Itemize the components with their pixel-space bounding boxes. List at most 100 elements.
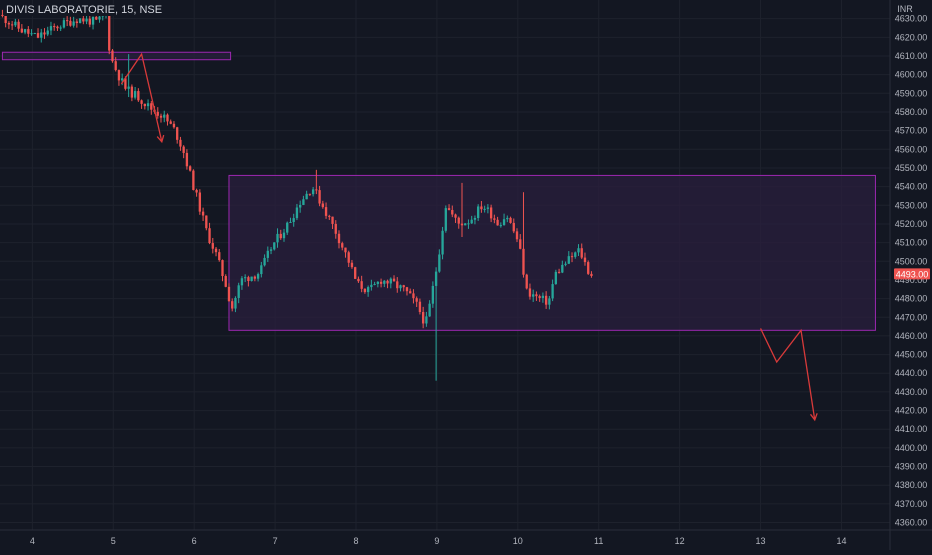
candle-body bbox=[506, 217, 509, 220]
candle-body bbox=[541, 295, 545, 299]
price-tick-label: 4420.00 bbox=[895, 406, 928, 416]
candle-body bbox=[69, 20, 72, 26]
candle-body bbox=[172, 123, 176, 128]
price-tick-label: 4410.00 bbox=[895, 424, 928, 434]
candle-body bbox=[331, 216, 334, 224]
candle-body bbox=[40, 32, 43, 38]
candle-body bbox=[192, 170, 195, 190]
candle-body bbox=[305, 193, 308, 200]
candle-body bbox=[480, 206, 483, 210]
candle-body bbox=[425, 316, 428, 324]
candle-body bbox=[23, 29, 27, 33]
price-tick-label: 4450.00 bbox=[895, 350, 928, 360]
candle-body bbox=[337, 233, 341, 244]
candle-body bbox=[72, 21, 75, 26]
candle-body bbox=[486, 207, 490, 209]
candle-body bbox=[554, 271, 558, 285]
candle-body bbox=[95, 16, 98, 20]
price-tick-label: 4590.00 bbox=[895, 88, 928, 98]
candle-body bbox=[438, 254, 441, 272]
candle-body bbox=[111, 50, 114, 62]
candle-body bbox=[279, 233, 282, 239]
candle-body bbox=[574, 252, 577, 257]
last-price-label: 4493.00 bbox=[894, 268, 930, 280]
candle-body bbox=[379, 281, 383, 284]
price-tick-label: 4440.00 bbox=[895, 368, 928, 378]
candle-body bbox=[376, 281, 380, 284]
range-box bbox=[1, 51, 232, 61]
candle-body bbox=[163, 114, 166, 118]
arrow-head bbox=[809, 413, 818, 422]
candle-body bbox=[114, 61, 117, 71]
candle-body bbox=[156, 111, 159, 116]
time-tick-label: 6 bbox=[192, 536, 197, 546]
candle-body bbox=[431, 285, 435, 304]
price-axis[interactable]: 4630.00 4620.00 4610.00 4600.00 4590.00 4580.… bbox=[889, 0, 928, 550]
time-tick-label: 5 bbox=[111, 536, 116, 546]
candle-body bbox=[386, 280, 389, 284]
candle-body bbox=[525, 274, 528, 289]
candle-body bbox=[551, 284, 554, 299]
candle-body bbox=[221, 260, 224, 277]
candle-body bbox=[218, 252, 221, 261]
candle-body bbox=[509, 217, 512, 223]
candle-body bbox=[46, 30, 49, 35]
candle-body bbox=[240, 278, 244, 286]
candle-body bbox=[205, 215, 208, 229]
candle-body bbox=[564, 263, 567, 265]
candle-body bbox=[383, 280, 386, 284]
candle-body bbox=[108, 8, 111, 51]
price-tick-label: 4460.00 bbox=[895, 331, 928, 341]
price-tick-label: 4430.00 bbox=[895, 387, 928, 397]
candle-body bbox=[282, 232, 286, 239]
range-boxes bbox=[1, 51, 876, 331]
candle-body bbox=[535, 294, 538, 297]
candle-body bbox=[557, 271, 561, 273]
candle-body bbox=[444, 208, 447, 231]
candle-body bbox=[182, 146, 185, 153]
candle-body bbox=[4, 15, 7, 24]
candle-body bbox=[334, 223, 337, 234]
candle-body bbox=[150, 103, 153, 110]
candle-body bbox=[56, 26, 59, 29]
candle-body bbox=[464, 223, 467, 226]
price-tick-label: 4570.00 bbox=[895, 126, 928, 136]
candle-body bbox=[78, 18, 82, 24]
candle-body bbox=[396, 281, 399, 289]
candle-body bbox=[441, 230, 444, 255]
candle-body bbox=[360, 281, 363, 289]
price-tick-label: 4530.00 bbox=[895, 200, 928, 210]
candle-body bbox=[311, 189, 315, 195]
candle-body bbox=[88, 18, 91, 25]
time-axis[interactable]: 4 5 6 7 8 9 10 11 12 13 14 bbox=[0, 529, 932, 546]
candle-body bbox=[36, 33, 40, 38]
candle-body bbox=[421, 312, 425, 324]
candle-body bbox=[570, 256, 574, 258]
candle-body bbox=[124, 78, 127, 89]
candle-body bbox=[7, 23, 11, 25]
candle-body bbox=[188, 166, 192, 171]
candle-body bbox=[363, 288, 367, 293]
candle-body bbox=[247, 277, 250, 282]
candle-body bbox=[302, 199, 305, 205]
time-tick-label: 9 bbox=[434, 536, 439, 546]
candle-body bbox=[250, 276, 253, 282]
candle-body bbox=[91, 16, 95, 25]
candle-body bbox=[299, 204, 302, 208]
candle-body bbox=[59, 27, 62, 29]
time-tick-label: 11 bbox=[594, 536, 603, 546]
candle-body bbox=[121, 78, 124, 81]
candle-body bbox=[532, 294, 535, 297]
candle-body bbox=[224, 276, 227, 287]
candle-body bbox=[140, 100, 143, 104]
candle-body bbox=[483, 208, 486, 210]
time-tick-label: 10 bbox=[513, 536, 523, 546]
candle-body bbox=[127, 86, 130, 89]
candle-body bbox=[473, 218, 477, 220]
candle-body bbox=[499, 225, 502, 227]
time-tick-label: 7 bbox=[273, 536, 278, 546]
candle-body bbox=[33, 33, 36, 35]
candle-body bbox=[538, 296, 541, 299]
candle-body bbox=[289, 221, 292, 223]
